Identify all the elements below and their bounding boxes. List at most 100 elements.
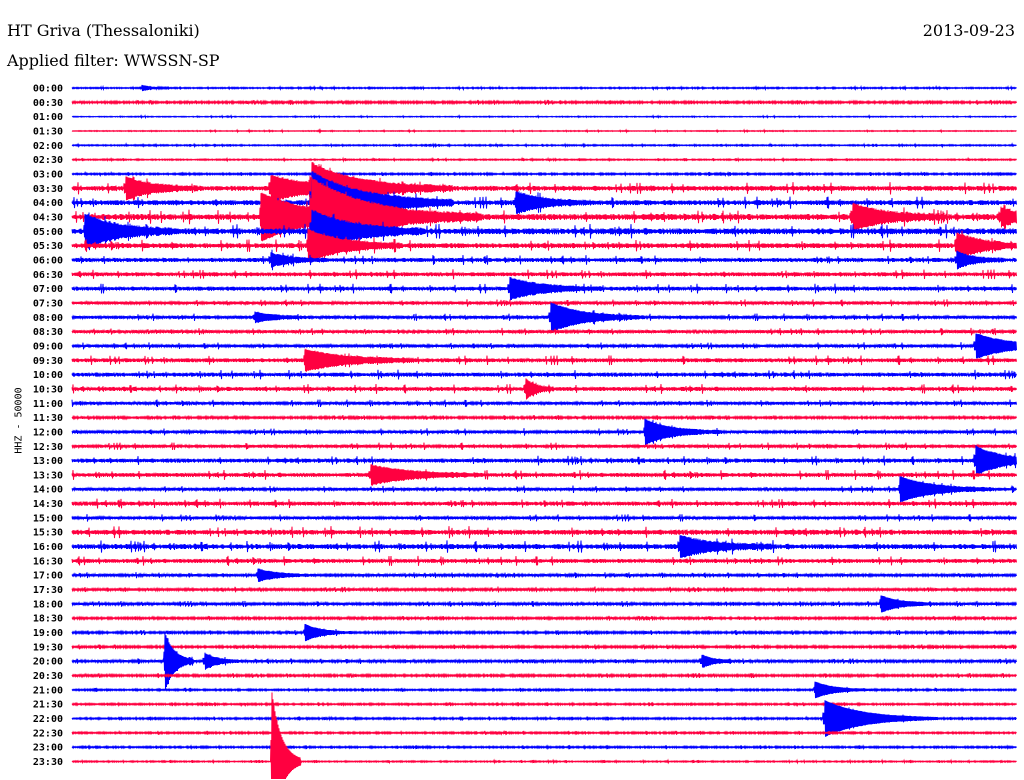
trace-line: [71, 701, 1017, 708]
time-label: 10:00: [33, 370, 63, 381]
trace-line: [71, 171, 1017, 234]
time-label: 11:00: [33, 399, 63, 410]
time-label: 03:00: [33, 169, 63, 180]
station-title: HT Griva (Thessaloniki): [7, 21, 200, 40]
trace-line: [71, 498, 1017, 509]
time-label: 20:00: [33, 657, 63, 668]
trace-line: [71, 681, 1017, 699]
trace-line: [71, 378, 1017, 400]
time-label: 08:30: [33, 327, 63, 338]
trace-line: [71, 299, 1017, 307]
time-label: 13:30: [33, 470, 63, 481]
time-label: 20:30: [33, 671, 63, 682]
trace-line: [71, 348, 1017, 372]
time-label: 15:30: [33, 528, 63, 539]
trace-line: [71, 114, 1017, 120]
trace-line: [71, 526, 1017, 539]
time-label: 17:30: [33, 585, 63, 596]
trace-line: [71, 568, 1017, 582]
trace-line: [71, 276, 1017, 301]
trace-line: [71, 369, 1017, 380]
time-label: 03:30: [33, 184, 63, 195]
trace-line: [71, 535, 1017, 558]
trace-line: [71, 399, 1017, 408]
trace-line: [71, 729, 1017, 736]
time-label: 16:00: [33, 542, 63, 553]
time-label: 04:00: [33, 198, 63, 209]
time-label: 15:00: [33, 513, 63, 524]
trace-line: [71, 302, 1017, 333]
trace-line: [71, 623, 1017, 642]
trace-line: [71, 672, 1017, 679]
trace-line: [71, 162, 1017, 215]
time-label: 22:30: [33, 728, 63, 739]
trace-line: [71, 249, 1017, 271]
trace-line: [71, 142, 1017, 149]
trace-line: [71, 692, 1017, 780]
trace-line: [71, 445, 1017, 476]
trace-line: [71, 269, 1017, 280]
time-label: 05:00: [33, 227, 63, 238]
trace-line: [71, 632, 1017, 690]
trace-line: [71, 615, 1017, 622]
trace-line: [71, 700, 1017, 737]
trace-line: [71, 643, 1017, 650]
time-label: 16:30: [33, 556, 63, 567]
time-label: 09:00: [33, 341, 63, 352]
trace-line: [71, 744, 1017, 751]
time-label: 12:30: [33, 442, 63, 453]
time-label: 23:00: [33, 743, 63, 754]
time-label: 13:00: [33, 456, 63, 467]
time-label: 07:00: [33, 284, 63, 295]
time-label: 18:30: [33, 614, 63, 625]
time-label: 21:00: [33, 685, 63, 696]
trace-line: [71, 586, 1017, 593]
time-label: 06:00: [33, 255, 63, 266]
time-label: 02:00: [33, 141, 63, 152]
trace-line: [71, 128, 1017, 134]
time-label: 10:30: [33, 384, 63, 395]
trace-line: [71, 156, 1017, 163]
time-label: 14:00: [33, 485, 63, 496]
trace-line: [71, 418, 1017, 446]
trace-line: [71, 414, 1017, 421]
trace-line: [71, 442, 1017, 450]
date-label: 2013-09-23: [922, 21, 1015, 40]
time-label: 00:00: [33, 84, 63, 95]
time-label: 19:30: [33, 642, 63, 653]
trace-line: [71, 514, 1017, 522]
trace-line: [71, 84, 1017, 92]
filter-label: Applied filter: WWSSN-SP: [7, 51, 220, 70]
time-label: 08:00: [33, 313, 63, 324]
time-label: 12:00: [33, 427, 63, 438]
trace-line: [71, 555, 1017, 566]
trace-line: [71, 333, 1017, 359]
trace-line: [71, 99, 1017, 106]
trace-line: [71, 209, 1017, 253]
trace-line: [71, 170, 1017, 178]
trace-line: [71, 476, 1017, 503]
time-label: 05:30: [33, 241, 63, 252]
time-label: 09:30: [33, 356, 63, 367]
time-label: 00:30: [33, 98, 63, 109]
time-label: 07:30: [33, 298, 63, 309]
time-label: 01:30: [33, 126, 63, 137]
trace-line: [71, 177, 1017, 257]
time-label: 19:00: [33, 628, 63, 639]
time-label: 06:30: [33, 270, 63, 281]
trace-line: [71, 595, 1017, 613]
time-label: 01:00: [33, 112, 63, 123]
trace-line: [71, 327, 1017, 336]
time-label: 02:30: [33, 155, 63, 166]
time-label: 11:30: [33, 413, 63, 424]
time-label: 14:30: [33, 499, 63, 510]
trace-line: [71, 464, 1017, 486]
time-label: 22:00: [33, 714, 63, 725]
time-label: 23:30: [33, 757, 63, 768]
time-label: 18:00: [33, 599, 63, 610]
time-label: 04:30: [33, 212, 63, 223]
time-label: 21:30: [33, 700, 63, 711]
trace-line: [71, 228, 1017, 263]
